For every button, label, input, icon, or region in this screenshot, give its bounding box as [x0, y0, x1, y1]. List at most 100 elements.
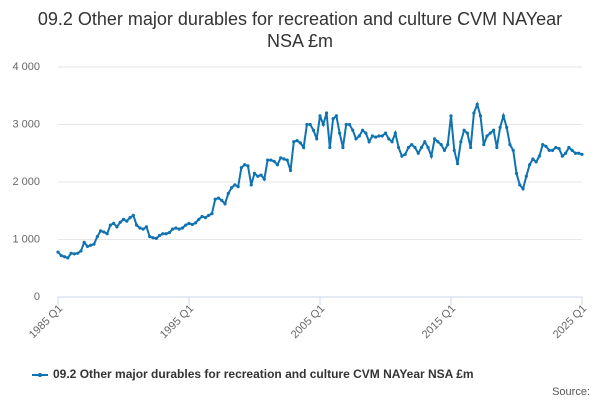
data-point	[393, 131, 397, 135]
data-point	[531, 157, 535, 161]
x-tick-label: 2005 Q1	[289, 303, 327, 341]
data-point	[138, 226, 142, 230]
data-point	[216, 196, 221, 200]
data-point	[524, 174, 528, 178]
data-point	[426, 145, 430, 150]
data-point	[557, 147, 561, 151]
data-point	[334, 114, 338, 118]
data-point	[82, 240, 86, 244]
data-point	[505, 125, 509, 129]
data-point	[511, 148, 515, 152]
data-point	[498, 125, 502, 129]
data-point	[360, 128, 365, 132]
data-point	[164, 232, 168, 236]
data-point	[210, 212, 214, 216]
data-point	[465, 131, 469, 135]
data-point	[550, 148, 555, 152]
data-point	[573, 151, 578, 155]
x-tick-label: 2025 Q1	[551, 303, 589, 341]
data-point	[177, 227, 181, 231]
data-point	[233, 183, 237, 187]
data-point	[223, 202, 227, 206]
data-point	[482, 143, 486, 147]
data-point	[547, 148, 551, 152]
y-tick-label: 1 000	[12, 233, 40, 245]
data-point	[220, 198, 224, 202]
data-point	[564, 151, 568, 155]
data-point	[416, 151, 420, 155]
data-point	[174, 226, 178, 230]
data-point	[89, 243, 93, 247]
data-point	[478, 114, 483, 118]
data-point	[501, 114, 505, 118]
data-point	[475, 102, 479, 106]
data-point	[275, 163, 280, 167]
data-point	[144, 225, 149, 229]
data-point	[193, 221, 198, 225]
data-point	[259, 173, 263, 177]
data-point	[125, 219, 129, 223]
data-point	[207, 213, 211, 217]
data-point	[105, 232, 109, 236]
data-point	[433, 137, 437, 141]
data-point	[429, 154, 433, 158]
data-point	[262, 177, 266, 181]
data-point	[315, 137, 319, 141]
data-point	[151, 236, 155, 240]
data-point	[554, 145, 558, 150]
data-point	[324, 111, 329, 115]
data-point	[472, 111, 476, 115]
data-point	[249, 183, 253, 187]
data-point	[180, 226, 185, 230]
data-point	[302, 145, 306, 150]
data-point	[341, 145, 345, 150]
x-tick-label: 1985 Q1	[27, 303, 65, 341]
x-tick-label: 2015 Q1	[420, 303, 458, 341]
data-point	[102, 230, 106, 234]
data-point	[560, 154, 564, 158]
data-point	[423, 140, 427, 144]
y-tick-label: 4 000	[12, 61, 40, 73]
data-point	[485, 134, 489, 138]
data-point	[439, 143, 443, 147]
data-point	[197, 217, 201, 221]
data-point	[354, 137, 358, 141]
data-point	[108, 223, 112, 227]
data-point	[491, 128, 496, 132]
data-point	[190, 222, 194, 227]
data-point	[449, 114, 453, 118]
data-point	[370, 134, 374, 138]
data-point	[364, 131, 368, 135]
data-point	[161, 232, 165, 236]
data-point	[79, 249, 83, 253]
data-point	[534, 160, 538, 164]
data-point	[131, 213, 135, 217]
data-point	[272, 159, 276, 163]
data-point	[541, 143, 545, 147]
data-point	[331, 117, 335, 121]
data-point	[400, 154, 404, 158]
data-point	[288, 168, 293, 173]
data-point	[128, 216, 132, 220]
data-point	[112, 221, 116, 225]
data-point	[282, 157, 286, 161]
data-point	[387, 137, 391, 141]
data-point	[406, 145, 411, 150]
legend-marker	[38, 373, 42, 377]
x-tick-label: 1995 Q1	[158, 303, 196, 341]
data-point	[135, 223, 139, 227]
data-point	[488, 131, 492, 135]
data-point	[66, 256, 70, 260]
data-point	[305, 122, 309, 127]
data-point	[256, 174, 260, 178]
data-point	[72, 252, 76, 256]
data-point	[157, 233, 162, 238]
data-point	[436, 140, 440, 144]
data-point	[85, 244, 90, 248]
data-point	[452, 148, 456, 152]
data-point	[121, 217, 126, 221]
data-point	[95, 235, 99, 239]
data-point	[59, 254, 63, 258]
